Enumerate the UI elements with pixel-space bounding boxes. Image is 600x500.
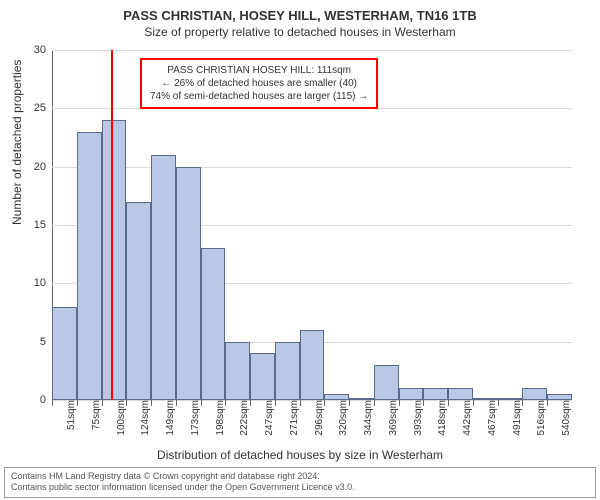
xtick [300, 400, 301, 406]
xtick [102, 400, 103, 406]
xtick [201, 400, 202, 406]
x-axis-label: Distribution of detached houses by size … [0, 448, 600, 462]
xtick-label: 51sqm [60, 400, 77, 430]
histogram-bar [225, 342, 250, 400]
xtick [225, 400, 226, 406]
annotation-line2: ← 26% of detached houses are smaller (40… [150, 77, 368, 90]
xtick [547, 400, 548, 406]
histogram-bar [201, 248, 226, 400]
ytick-label: 20 [26, 161, 52, 173]
histogram-bar [77, 132, 102, 400]
histogram-bar [300, 330, 325, 400]
annotation-line3: 74% of semi-detached houses are larger (… [150, 90, 368, 103]
xtick [522, 400, 523, 406]
histogram-bar [176, 167, 201, 400]
annotation-callout: PASS CHRISTIAN HOSEY HILL: 111sqm ← 26% … [140, 58, 378, 109]
xtick-label: 296sqm [308, 400, 325, 436]
histogram-bar [399, 388, 424, 400]
xtick [349, 400, 350, 406]
xtick-label: 442sqm [456, 400, 473, 436]
xtick-label: 467sqm [481, 400, 498, 436]
ytick-label: 30 [26, 44, 52, 56]
xtick-label: 75sqm [85, 400, 102, 430]
xtick-label: 198sqm [209, 400, 226, 436]
histogram-bar [374, 365, 399, 400]
histogram-bar [250, 353, 275, 400]
xtick [77, 400, 78, 406]
xtick-label: 320sqm [332, 400, 349, 436]
chart-title: PASS CHRISTIAN, HOSEY HILL, WESTERHAM, T… [0, 0, 600, 23]
ytick-label: 15 [26, 219, 52, 231]
histogram-bar [275, 342, 300, 400]
xtick-label: 100sqm [110, 400, 127, 436]
ytick-label: 0 [26, 394, 52, 406]
footer-line2: Contains public sector information licen… [11, 482, 589, 494]
histogram-bar [52, 307, 77, 400]
xtick [250, 400, 251, 406]
footer-attribution: Contains HM Land Registry data © Crown c… [4, 467, 596, 498]
xtick-label: 344sqm [357, 400, 374, 436]
xtick [151, 400, 152, 406]
chart-subtitle: Size of property relative to detached ho… [0, 23, 600, 39]
histogram-bar [151, 155, 176, 400]
xtick-label: 540sqm [555, 400, 572, 436]
histogram-bar [423, 388, 448, 400]
xtick [374, 400, 375, 406]
histogram-bar [448, 388, 473, 400]
ytick-label: 10 [26, 277, 52, 289]
gridline [52, 50, 572, 51]
histogram-bar [522, 388, 547, 400]
xtick-label: 418sqm [431, 400, 448, 436]
xtick-label: 393sqm [407, 400, 424, 436]
histogram-bar [126, 202, 151, 400]
xtick-label: 516sqm [530, 400, 547, 436]
xtick [399, 400, 400, 406]
histogram-bar [102, 120, 127, 400]
xtick-label: 173sqm [184, 400, 201, 436]
xtick [275, 400, 276, 406]
footer-line1: Contains HM Land Registry data © Crown c… [11, 471, 589, 483]
y-axis-label: Number of detached properties [10, 60, 24, 225]
xtick [324, 400, 325, 406]
annotation-line1: PASS CHRISTIAN HOSEY HILL: 111sqm [150, 64, 368, 77]
xtick [176, 400, 177, 406]
xtick-label: 271sqm [283, 400, 300, 436]
xtick [473, 400, 474, 406]
gridline [52, 167, 572, 168]
xtick-label: 149sqm [159, 400, 176, 436]
xtick-label: 491sqm [506, 400, 523, 436]
xtick-label: 124sqm [134, 400, 151, 436]
reference-marker-line [111, 50, 113, 400]
ytick-label: 25 [26, 102, 52, 114]
xtick [498, 400, 499, 406]
xtick-label: 222sqm [233, 400, 250, 436]
xtick [448, 400, 449, 406]
plot-area: 05101520253051sqm75sqm100sqm124sqm149sqm… [52, 50, 572, 400]
xtick [423, 400, 424, 406]
chart-container: PASS CHRISTIAN, HOSEY HILL, WESTERHAM, T… [0, 0, 600, 500]
xtick-label: 247sqm [258, 400, 275, 436]
ytick-label: 5 [26, 336, 52, 348]
xtick [126, 400, 127, 406]
xtick [52, 400, 53, 406]
xtick-label: 369sqm [382, 400, 399, 436]
